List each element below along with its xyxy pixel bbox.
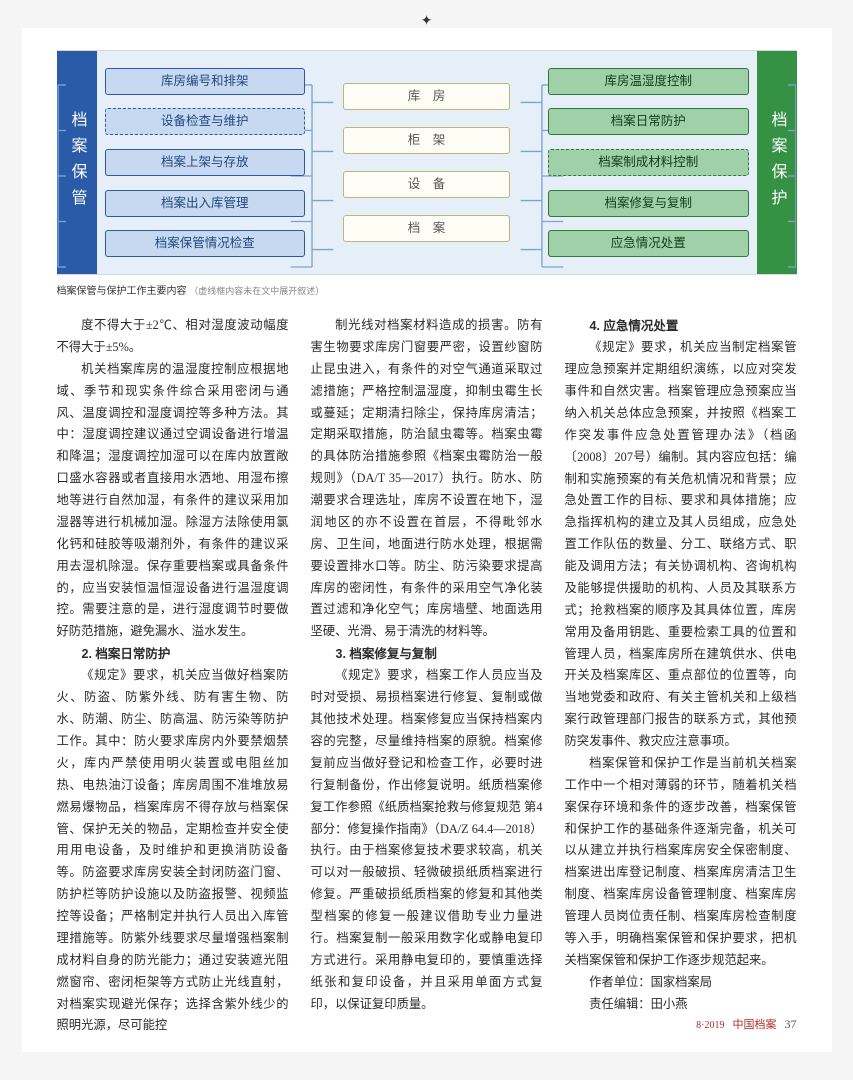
footer-journal: 中国档案 (733, 1016, 777, 1032)
registration-mark: ✦ (421, 13, 433, 30)
right-node-1: 档案日常防护 (548, 108, 748, 135)
paragraph: 制光线对档案材料造成的损害。防有害生物要求库房门窗要严密，设置纱窗防止昆虫进入，… (311, 315, 543, 643)
author-unit: 作者单位：国家档案局 (565, 972, 797, 994)
left-node-2: 档案上架与存放 (105, 149, 305, 176)
footer-issue: 8·2019 (696, 1020, 724, 1031)
paragraph: 机关档案库房的温湿度控制应根据地域、季节和现实条件综合采用密闭与通风、温度调控和… (57, 359, 289, 643)
diagram-left-column: 库房编号和排架设备检查与维护档案上架与存放档案出入库管理档案保管情况检查 (105, 61, 305, 264)
text-column-2: 制光线对档案材料造成的损害。防有害生物要求库房门窗要严密，设置纱窗防止昆虫进入，… (311, 315, 543, 1037)
editor-name: 责任编辑：田小燕 (565, 994, 797, 1016)
text-column-3: 4. 应急情况处置 《规定》要求，机关应当制定档案管理应急预案并定期组织演练，以… (565, 315, 797, 1037)
paragraph: 《规定》要求，档案工作人员应当及时对受损、易损档案进行修复、复制或做其他技术处理… (311, 665, 543, 1015)
left-node-4: 档案保管情况检查 (105, 230, 305, 257)
right-node-0: 库房温湿度控制 (548, 68, 748, 95)
flowchart: 档案保管 库房编号和排架设备检查与维护档案上架与存放档案出入库管理档案保管情况检… (57, 50, 797, 275)
left-node-0: 库房编号和排架 (105, 68, 305, 95)
diagram-right-column: 库房温湿度控制档案日常防护档案制成材料控制档案修复与复制应急情况处置 (548, 61, 748, 264)
section-heading: 3. 档案修复与复制 (311, 643, 543, 665)
paragraph: 度不得大于±2℃、相对湿度波动幅度不得大于±5%。 (57, 315, 289, 359)
text-column-1: 度不得大于±2℃、相对湿度波动幅度不得大于±5%。 机关档案库房的温湿度控制应根… (57, 315, 289, 1037)
left-node-1: 设备检查与维护 (105, 108, 305, 135)
right-node-2: 档案制成材料控制 (548, 149, 748, 176)
mid-node-2: 设 备 (343, 171, 510, 198)
mid-node-0: 库 房 (343, 83, 510, 110)
right-node-4: 应急情况处置 (548, 230, 748, 257)
page: ✦ 档案保管 库房编号和排架设备检查与维护档案上架与存放档案出入库管理档案保管情… (22, 28, 832, 1052)
page-footer: 8·2019 中国档案 37 (696, 1016, 796, 1032)
paragraph: 《规定》要求，机关应当做好档案防火、防盗、防紫外线、防有害生物、防水、防潮、防尘… (57, 665, 289, 1037)
text-columns: 度不得大于±2℃、相对湿度波动幅度不得大于±5%。 机关档案库房的温湿度控制应根… (57, 315, 797, 1037)
paragraph: 档案保管和保护工作是当前机关档案工作中一个相对薄弱的环节，随着机关档案保存环境和… (565, 753, 797, 972)
right-node-3: 档案修复与复制 (548, 190, 748, 217)
section-heading: 4. 应急情况处置 (565, 315, 797, 337)
paragraph: 《规定》要求，机关应当制定档案管理应急预案并定期组织演练，以应对突发事件和自然灾… (565, 337, 797, 753)
mid-node-1: 柜 架 (343, 127, 510, 154)
diagram-body: 库房编号和排架设备检查与维护档案上架与存放档案出入库管理档案保管情况检查 库 房… (97, 51, 757, 274)
mid-node-3: 档 案 (343, 215, 510, 242)
left-node-3: 档案出入库管理 (105, 190, 305, 217)
section-heading: 2. 档案日常防护 (57, 643, 289, 665)
footer-page-number: 37 (785, 1017, 797, 1032)
